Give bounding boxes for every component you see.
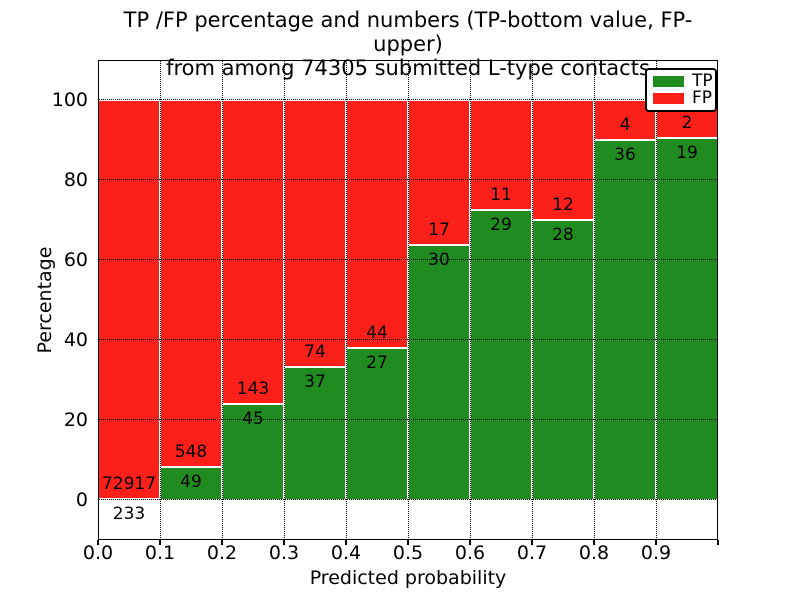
bar-segment-fp: [470, 100, 532, 210]
gridline-vertical: [159, 60, 161, 540]
x-tick-label: 0.3: [268, 542, 300, 564]
y-tick-label: 20: [63, 409, 88, 431]
legend-entry-fp: FP: [653, 88, 713, 109]
x-axis-label: Predicted probability: [309, 567, 507, 589]
bar-segment-fp: [346, 100, 408, 348]
fp-color-swatch: [653, 93, 684, 105]
bar-label-tp: 233: [112, 503, 146, 524]
bar-label-fp: 143: [236, 379, 270, 400]
x-tick-mark: [531, 540, 533, 545]
bar-label-fp: 4: [619, 115, 631, 135]
x-tick-label: 0.1: [144, 542, 176, 564]
legend: TP FP: [645, 68, 717, 112]
x-tick-mark: [345, 540, 347, 545]
legend-label-fp: FP: [692, 88, 713, 109]
gridline-vertical: [531, 60, 533, 540]
y-tick-label: 100: [51, 89, 88, 111]
y-tick-label: 0: [75, 489, 88, 511]
x-tick-label: 0.6: [454, 542, 486, 564]
x-tick-mark: [469, 540, 471, 545]
gridline-vertical: [345, 60, 347, 540]
x-tick-mark: [407, 540, 409, 545]
x-tick-label: 0.7: [516, 542, 548, 564]
bar-segment-fp: [408, 100, 470, 245]
bar-label-fp: 74: [304, 341, 326, 362]
tp-color-swatch: [653, 75, 684, 87]
bar-label-fp: 44: [366, 322, 388, 343]
x-tick-mark: [655, 540, 657, 545]
x-tick-label: 0.4: [330, 542, 362, 564]
bar-segment-tp: [470, 210, 532, 500]
bar-segment-fp: [284, 100, 346, 367]
y-tick-label: 60: [63, 249, 88, 271]
gridline-vertical: [221, 60, 223, 540]
bar-label-tp: 27: [366, 352, 388, 373]
gridline-vertical: [283, 60, 285, 540]
plot-area: 72917 233 548 49 143 45 74 37 44 27 17 30 11 29 12 28 4 3…: [98, 60, 718, 540]
x-tick-mark: [717, 540, 719, 545]
bar-segment-fp: [532, 100, 594, 220]
x-tick-mark: [159, 540, 161, 545]
bar-label-fp: 72917: [101, 473, 157, 494]
x-tick-mark: [221, 540, 223, 545]
bar-label-fp: 12: [552, 195, 574, 215]
bar-label-tp: 28: [552, 225, 574, 245]
gridline-vertical: [469, 60, 471, 540]
x-tick-label: 0.0: [82, 542, 114, 564]
x-tick-mark: [283, 540, 285, 545]
bar-segment-tp: [408, 244, 470, 500]
bar-segment-tp: [594, 140, 656, 500]
x-tick-label: 0.9: [640, 542, 672, 564]
bar-segment-tp: [532, 220, 594, 500]
x-tick-mark: [97, 540, 99, 545]
y-axis-label: Percentage: [34, 246, 56, 354]
y-tick-label: 40: [63, 329, 88, 351]
gridline-vertical: [593, 60, 595, 540]
x-tick-mark: [593, 540, 595, 545]
bar-label-fp: 17: [428, 219, 450, 240]
bar-segment-fp: [222, 100, 284, 405]
bar-label-tp: 19: [676, 143, 698, 164]
y-tick-label: 80: [63, 169, 88, 191]
bar-label-tp: 45: [242, 409, 264, 430]
bar-label-tp: 29: [490, 215, 512, 235]
bar-label-tp: 36: [614, 145, 636, 165]
bar-segment-tp: [160, 467, 222, 500]
bar-label-tp: 37: [304, 371, 326, 392]
legend-entry-tp: TP: [653, 72, 713, 90]
bar-label-fp: 2: [681, 113, 693, 134]
bar-label-tp: 30: [428, 249, 450, 270]
x-tick-label: 0.5: [392, 542, 424, 564]
legend-label-tp: TP: [692, 70, 713, 91]
chart-title-line1: TP /FP percentage and numbers (TP-bottom…: [123, 8, 693, 56]
bar-segment-tp: [656, 138, 718, 500]
x-tick-label: 0.2: [206, 542, 238, 564]
bar-segment-fp: [160, 100, 222, 468]
gridline-vertical: [407, 60, 409, 540]
bar-label-tp: 49: [180, 472, 202, 493]
gridline-vertical: [655, 60, 657, 540]
x-tick-label: 0.8: [578, 542, 610, 564]
bar-segment-fp: [98, 100, 160, 499]
bar-label-fp: 548: [174, 442, 208, 463]
bar-label-fp: 11: [490, 185, 512, 205]
